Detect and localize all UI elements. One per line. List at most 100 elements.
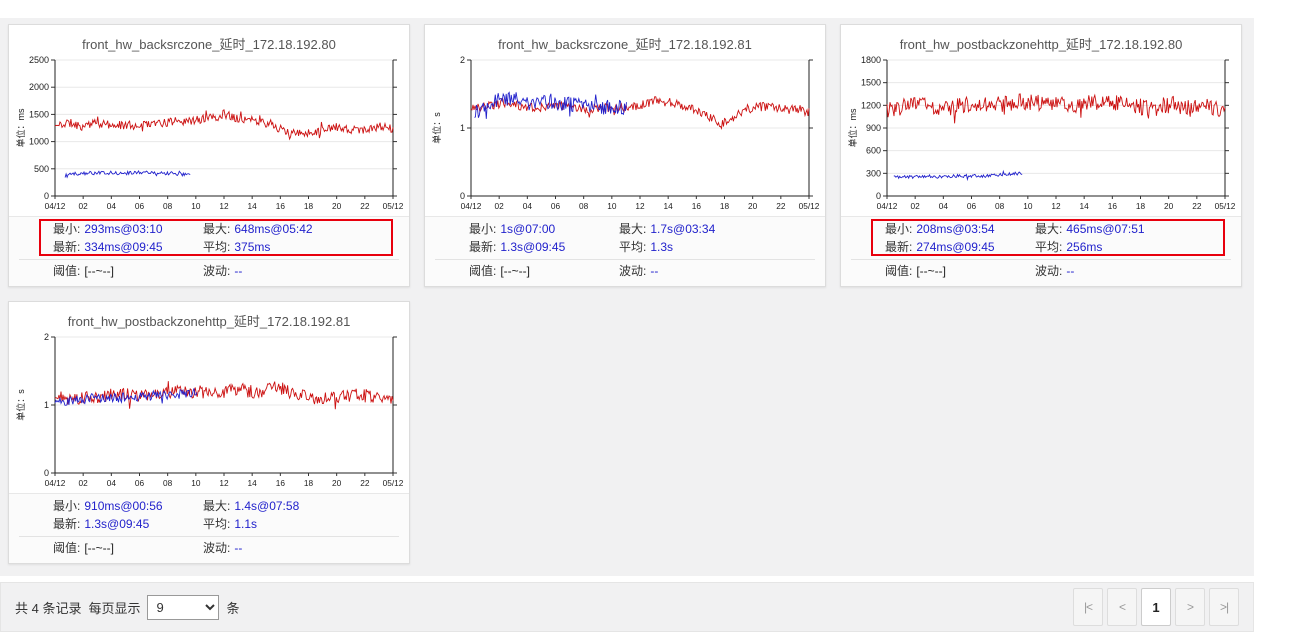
svg-text:06: 06 xyxy=(135,201,145,211)
stat-fluctuation: 波动: -- xyxy=(1035,264,1231,279)
stat-fluctuation: 波动: -- xyxy=(203,541,399,556)
stat-value: 1.3s xyxy=(650,240,674,254)
stat-value: 1.3s@09:45 xyxy=(84,517,150,531)
stat-value: 293ms@03:10 xyxy=(84,222,163,236)
svg-text:1000: 1000 xyxy=(29,137,49,147)
svg-text:04/12: 04/12 xyxy=(45,201,66,211)
svg-text:10: 10 xyxy=(1023,201,1033,211)
stat-value: 648ms@05:42 xyxy=(234,222,313,236)
stat-label: 最新: xyxy=(53,240,81,254)
stat-fluctuation: 波动: -- xyxy=(619,264,815,279)
svg-text:22: 22 xyxy=(1192,201,1202,211)
first-page-button[interactable]: |< xyxy=(1073,588,1103,626)
svg-text:04/12: 04/12 xyxy=(45,478,66,488)
stat-min: 最小: 1s@07:00 xyxy=(469,222,619,237)
svg-text:500: 500 xyxy=(34,164,49,174)
svg-text:06: 06 xyxy=(135,478,145,488)
stat-label: 最大: xyxy=(203,499,231,513)
stat-value: 208ms@03:54 xyxy=(916,222,995,236)
stat-value: -- xyxy=(234,264,243,278)
stat-value: 465ms@07:51 xyxy=(1066,222,1145,236)
svg-text:16: 16 xyxy=(276,478,286,488)
stat-value: [--~--] xyxy=(500,264,531,278)
stat-label: 波动: xyxy=(1035,264,1063,278)
stat-label: 波动: xyxy=(203,541,231,555)
svg-text:单位：ms: 单位：ms xyxy=(15,108,26,147)
svg-text:22: 22 xyxy=(360,201,370,211)
stats-panel: 最小: 293ms@03:10 最大: 648ms@05:42 最新: 334ms@0… xyxy=(9,216,409,286)
svg-text:2: 2 xyxy=(44,332,49,342)
svg-text:18: 18 xyxy=(304,201,314,211)
prev-page-button[interactable]: < xyxy=(1107,588,1137,626)
stat-avg: 平均: 1.1s xyxy=(203,517,399,532)
svg-text:0: 0 xyxy=(44,191,49,201)
svg-text:单位：ms: 单位：ms xyxy=(847,108,858,147)
chart-title: front_hw_postbackzonehttp_延时_172.18.192.… xyxy=(67,314,351,329)
stat-label: 最新: xyxy=(469,240,497,254)
page-size-select[interactable]: 9 xyxy=(147,594,220,620)
stat-value: 1.3s@09:45 xyxy=(500,240,566,254)
stat-avg: 平均: 1.3s xyxy=(619,240,815,255)
svg-text:08: 08 xyxy=(995,201,1005,211)
stat-value: 1.1s xyxy=(234,517,258,531)
stat-label: 最新: xyxy=(53,517,81,531)
stat-label: 最小: xyxy=(53,222,81,236)
svg-text:14: 14 xyxy=(248,478,258,488)
stat-value: [--~--] xyxy=(84,541,115,555)
page-size-select-wrap: 9 xyxy=(147,594,220,620)
svg-text:04: 04 xyxy=(523,201,533,211)
svg-text:1: 1 xyxy=(44,400,49,410)
last-page-button[interactable]: >| xyxy=(1209,588,1239,626)
record-info: 共 4 条记录 每页显示 9 条 xyxy=(15,594,240,620)
stat-label: 阈值: xyxy=(469,264,497,278)
svg-text:08: 08 xyxy=(579,201,589,211)
stat-label: 最大: xyxy=(619,222,647,236)
svg-text:1200: 1200 xyxy=(861,100,881,110)
next-page-button[interactable]: > xyxy=(1175,588,1205,626)
stat-value: [--~--] xyxy=(84,264,115,278)
svg-text:05/12: 05/12 xyxy=(383,201,404,211)
stat-label: 最小: xyxy=(53,499,81,513)
svg-text:18: 18 xyxy=(304,478,314,488)
svg-text:2000: 2000 xyxy=(29,82,49,92)
svg-text:04: 04 xyxy=(107,478,117,488)
svg-text:16: 16 xyxy=(276,201,286,211)
latency-chart: 0 500 1000 1500 2000 2500 04/12 02 04 06 08 10 12 14 1… xyxy=(9,52,409,216)
svg-text:1: 1 xyxy=(460,123,465,133)
stat-label: 波动: xyxy=(619,264,647,278)
svg-text:04: 04 xyxy=(939,201,949,211)
stat-max: 最大: 1.4s@07:58 xyxy=(203,499,399,514)
svg-text:14: 14 xyxy=(248,201,258,211)
svg-text:06: 06 xyxy=(967,201,977,211)
stat-label: 最小: xyxy=(885,222,913,236)
stat-label: 平均: xyxy=(203,240,231,254)
svg-text:2500: 2500 xyxy=(29,55,49,65)
stat-avg: 平均: 375ms xyxy=(203,240,399,255)
stat-label: 阈值: xyxy=(885,264,913,278)
stat-latest: 最新: 1.3s@09:45 xyxy=(53,517,203,532)
svg-text:0: 0 xyxy=(44,468,49,478)
chart-title: front_hw_backsrczone_延时_172.18.192.80 xyxy=(82,37,336,52)
stat-label: 平均: xyxy=(203,517,231,531)
current-page-button[interactable]: 1 xyxy=(1141,588,1171,626)
svg-text:16: 16 xyxy=(1108,201,1118,211)
stat-value: -- xyxy=(1066,264,1075,278)
stats-panel: 最小: 910ms@00:56 最大: 1.4s@07:58 最新: 1.3s@09:… xyxy=(9,493,409,563)
svg-text:12: 12 xyxy=(1051,201,1061,211)
stat-label: 平均: xyxy=(1035,240,1063,254)
svg-text:08: 08 xyxy=(163,478,173,488)
svg-text:08: 08 xyxy=(163,201,173,211)
stat-threshold: 阈值: [--~--] xyxy=(469,264,619,279)
chart-title: front_hw_postbackzonehttp_延时_172.18.192.… xyxy=(899,37,1183,52)
chart-card: front_hw_postbackzonehttp_延时_172.18.192.… xyxy=(840,24,1242,287)
svg-text:14: 14 xyxy=(1080,201,1090,211)
svg-text:22: 22 xyxy=(776,201,786,211)
svg-text:单位：s: 单位：s xyxy=(15,389,26,421)
stat-label: 阈值: xyxy=(53,264,81,278)
svg-text:12: 12 xyxy=(219,201,229,211)
svg-text:05/12: 05/12 xyxy=(383,478,404,488)
stat-threshold: 阈值: [--~--] xyxy=(53,264,203,279)
